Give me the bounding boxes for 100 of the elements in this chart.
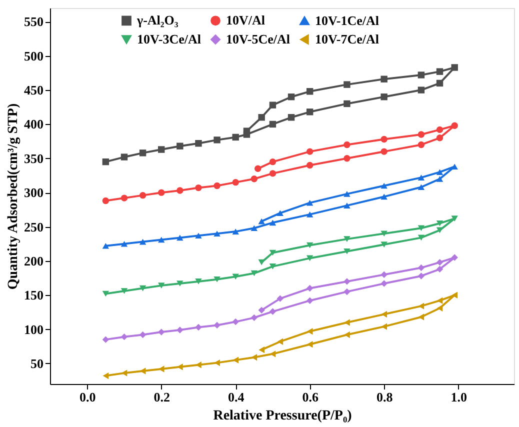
y-tick-label: 550 xyxy=(24,14,44,30)
point xyxy=(269,250,276,256)
point xyxy=(306,162,314,169)
point xyxy=(306,242,314,248)
point xyxy=(214,136,220,144)
y-tick-label: 50 xyxy=(30,356,44,371)
point xyxy=(269,170,276,177)
point xyxy=(344,141,350,148)
point xyxy=(158,328,165,336)
point xyxy=(258,218,265,224)
point xyxy=(258,114,265,121)
point xyxy=(436,176,444,182)
y-tick-label: 200 xyxy=(24,253,44,268)
point xyxy=(418,131,425,138)
point xyxy=(306,255,314,262)
point xyxy=(120,194,128,202)
point xyxy=(102,197,110,204)
point xyxy=(195,324,202,331)
point xyxy=(269,102,276,108)
point xyxy=(139,285,146,292)
legend-label: 10V-5Ce/Al xyxy=(226,32,290,46)
point xyxy=(102,243,110,249)
point xyxy=(436,220,444,226)
point xyxy=(380,280,388,287)
point xyxy=(452,292,458,298)
point xyxy=(451,254,458,261)
x-tick-label: 0.6 xyxy=(302,390,319,404)
point xyxy=(195,184,202,192)
x-axis-title: Relative Pressure(P/P₀) xyxy=(213,408,352,424)
point xyxy=(380,194,388,200)
point xyxy=(269,158,276,166)
point xyxy=(380,136,388,143)
point xyxy=(344,319,350,326)
point xyxy=(254,165,262,172)
point xyxy=(276,295,284,302)
y-tick-label: 350 xyxy=(24,150,44,166)
y-tick-label: 500 xyxy=(24,48,44,64)
point xyxy=(214,230,220,237)
point xyxy=(381,310,387,318)
point xyxy=(344,155,350,162)
x-tick-label: 0.8 xyxy=(376,390,394,404)
point xyxy=(380,148,388,155)
point xyxy=(436,297,443,304)
point xyxy=(288,114,295,121)
point xyxy=(418,141,425,148)
point xyxy=(380,271,388,278)
point xyxy=(176,326,184,334)
point xyxy=(195,278,202,284)
legend-label: 10V-7Ce/Al xyxy=(315,32,380,46)
point xyxy=(436,126,444,134)
point xyxy=(418,264,425,272)
point xyxy=(344,331,350,338)
point xyxy=(120,154,128,160)
point xyxy=(195,232,202,239)
point xyxy=(436,134,444,142)
point xyxy=(176,187,184,194)
point xyxy=(250,225,258,232)
point xyxy=(270,350,276,358)
point xyxy=(269,308,276,315)
legend-label: 10V/Al xyxy=(226,12,266,28)
point xyxy=(344,236,350,242)
point xyxy=(176,280,184,286)
point xyxy=(121,370,128,376)
legend-label: γ-Al₂O₃ xyxy=(136,12,178,28)
point xyxy=(177,364,183,370)
point xyxy=(250,314,258,322)
point xyxy=(436,258,444,266)
y-tick-label: 400 xyxy=(24,116,44,132)
point xyxy=(232,228,239,234)
legend-label: 10V-3Ce/Al xyxy=(137,32,202,46)
point xyxy=(258,346,264,354)
point xyxy=(418,314,424,320)
point xyxy=(258,259,265,266)
point xyxy=(418,72,425,78)
point xyxy=(288,94,295,100)
y-tick-label: 250 xyxy=(24,219,44,234)
point xyxy=(451,216,458,222)
y-axis-title: Quantity Adsorbed(cm³/g STP) xyxy=(6,103,21,290)
point xyxy=(214,182,220,190)
point xyxy=(418,272,425,280)
point xyxy=(418,174,425,180)
point xyxy=(176,234,184,241)
point xyxy=(158,282,165,288)
point xyxy=(214,322,220,329)
point xyxy=(306,328,313,335)
point xyxy=(344,288,350,296)
point xyxy=(277,338,284,345)
point xyxy=(306,297,314,304)
point xyxy=(139,192,146,199)
x-tick-label: 0.2 xyxy=(154,390,170,404)
point xyxy=(251,354,258,361)
y-tick-label: 300 xyxy=(24,185,44,200)
point xyxy=(243,128,250,134)
point xyxy=(232,274,239,280)
point xyxy=(258,306,265,314)
point xyxy=(214,359,220,366)
point xyxy=(306,200,314,206)
point xyxy=(380,94,388,100)
point xyxy=(418,225,425,232)
point xyxy=(232,134,239,141)
